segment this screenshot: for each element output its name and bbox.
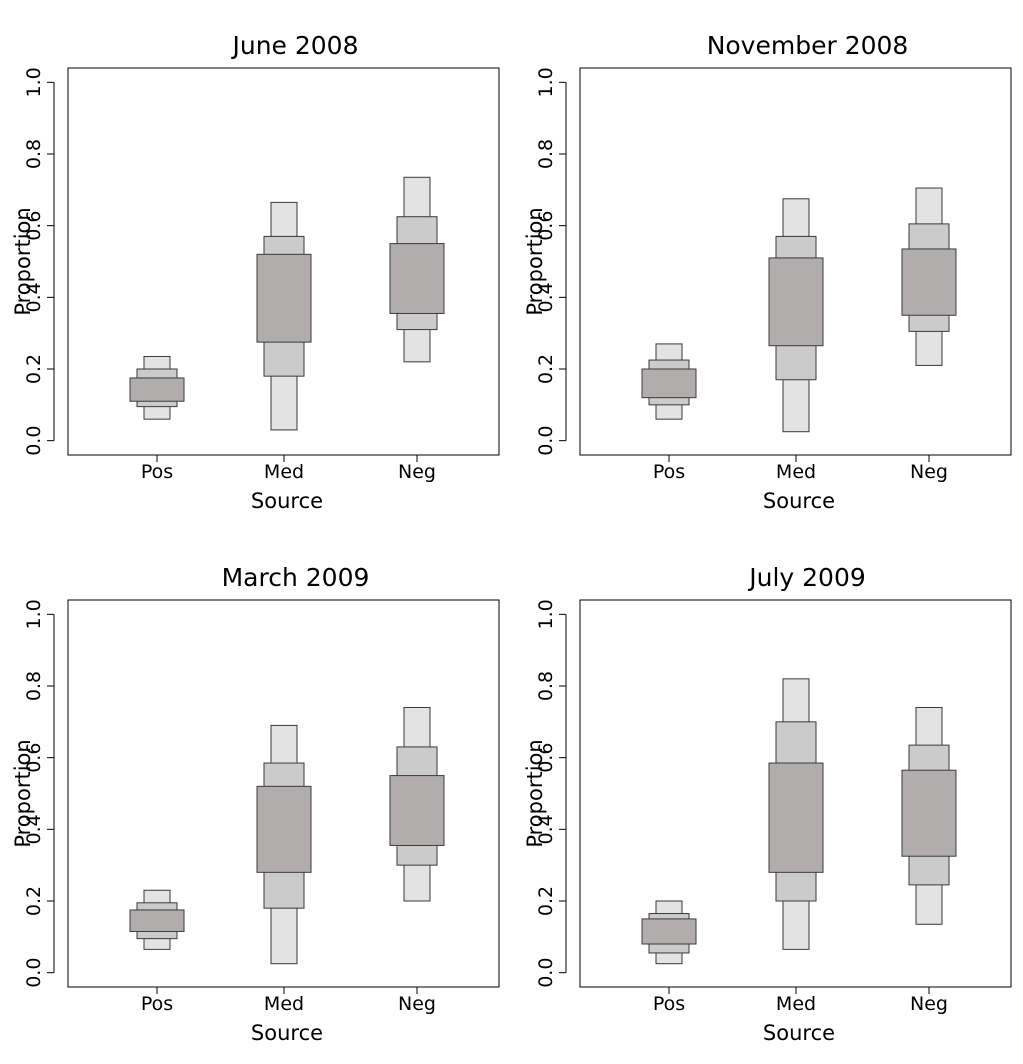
panel-november-2008: November 2008 0.0 0.2 0.4 0.6 0.8 1.0 Proportio…: [512, 0, 1023, 532]
y-tick-label: 0.0: [535, 426, 557, 456]
y-axis-label: Proportion: [523, 207, 547, 315]
x-axis-label: Source: [251, 489, 323, 513]
y-tick-label: 0.8: [23, 671, 45, 701]
panel-june-2008: June 2008 0.0 0.2 0.4 0.6 0.8 1.0 Proportion Pos…: [0, 0, 511, 532]
y-tick-label: 0.8: [535, 139, 557, 169]
x-tick-label: Pos: [653, 993, 685, 1015]
y-tick-label: 1.0: [23, 599, 45, 629]
panel-july-2009: July 2009 0.0 0.2 0.4 0.6 0.8 1.0 Proportion Pos…: [512, 532, 1023, 1064]
y-tick-label: 0.2: [23, 354, 45, 384]
x-tick-label: Med: [264, 461, 304, 483]
band-inner-neg: [389, 243, 445, 314]
chart-svg: July 2009 0.0 0.2 0.4 0.6 0.8 1.0 Proportion Pos…: [523, 563, 1012, 1045]
chart-svg: November 2008 0.0 0.2 0.4 0.6 0.8 1.0 Proportio…: [523, 31, 1012, 513]
x-tick-label: Med: [776, 993, 816, 1015]
y-tick-label: 0.2: [535, 354, 557, 384]
x-tick-label: Med: [264, 993, 304, 1015]
x-tick-label: Neg: [398, 993, 436, 1015]
band-inner-pos: [641, 918, 697, 945]
y-axis-label: Proportion: [523, 739, 547, 847]
y-tick-label: 0.4: [23, 814, 45, 844]
band-inner-neg: [901, 769, 957, 857]
band-inner-neg: [389, 775, 445, 846]
y-tick-label: 0.2: [535, 886, 557, 916]
x-axis-label: Source: [763, 489, 835, 513]
y-tick-label: 0.8: [535, 671, 557, 701]
y-tick-label: 1.0: [23, 67, 45, 97]
x-tick-label: Neg: [910, 993, 948, 1015]
y-tick-label: 1.0: [535, 67, 557, 97]
y-tick-label: 0.4: [535, 814, 557, 844]
y-tick-label: 0.2: [23, 886, 45, 916]
chart-title: November 2008: [707, 31, 909, 60]
y-axis-label: Proportion: [11, 207, 35, 315]
y-axis-label: Proportion: [11, 739, 35, 847]
y-tick-label: 0.6: [23, 211, 45, 241]
chart-title: June 2008: [230, 31, 358, 60]
chart-svg: June 2008 0.0 0.2 0.4 0.6 0.8 1.0 Proportion Pos…: [11, 31, 500, 513]
x-axis-label: Source: [763, 1021, 835, 1045]
band-inner-pos: [129, 377, 185, 402]
band-inner-neg: [901, 248, 957, 316]
y-tick-label: 0.6: [535, 211, 557, 241]
band-inner-med: [768, 762, 824, 873]
band-inner-med: [256, 785, 312, 873]
y-tick-label: 1.0: [535, 599, 557, 629]
x-tick-label: Med: [776, 461, 816, 483]
chart-title: March 2009: [222, 563, 370, 592]
band-inner-med: [768, 257, 824, 347]
panel-march-2009: March 2009 0.0 0.2 0.4 0.6 0.8 1.0 Proportion Po…: [0, 532, 511, 1064]
x-tick-label: Pos: [141, 993, 173, 1015]
chart-title: July 2009: [747, 563, 866, 592]
x-tick-label: Pos: [141, 461, 173, 483]
y-tick-label: 0.0: [23, 958, 45, 988]
y-tick-label: 0.6: [23, 743, 45, 773]
y-tick-label: 0.8: [23, 139, 45, 169]
y-tick-label: 0.0: [535, 958, 557, 988]
x-tick-label: Pos: [653, 461, 685, 483]
x-tick-label: Neg: [398, 461, 436, 483]
y-tick-label: 0.6: [535, 743, 557, 773]
chart-svg: March 2009 0.0 0.2 0.4 0.6 0.8 1.0 Proportion Po…: [11, 563, 500, 1045]
y-tick-label: 0.4: [23, 282, 45, 312]
band-inner-pos: [641, 368, 697, 399]
y-tick-label: 0.4: [535, 282, 557, 312]
band-inner-med: [256, 253, 312, 343]
x-tick-label: Neg: [910, 461, 948, 483]
x-axis-label: Source: [251, 1021, 323, 1045]
band-inner-pos: [129, 909, 185, 932]
y-tick-label: 0.0: [23, 426, 45, 456]
